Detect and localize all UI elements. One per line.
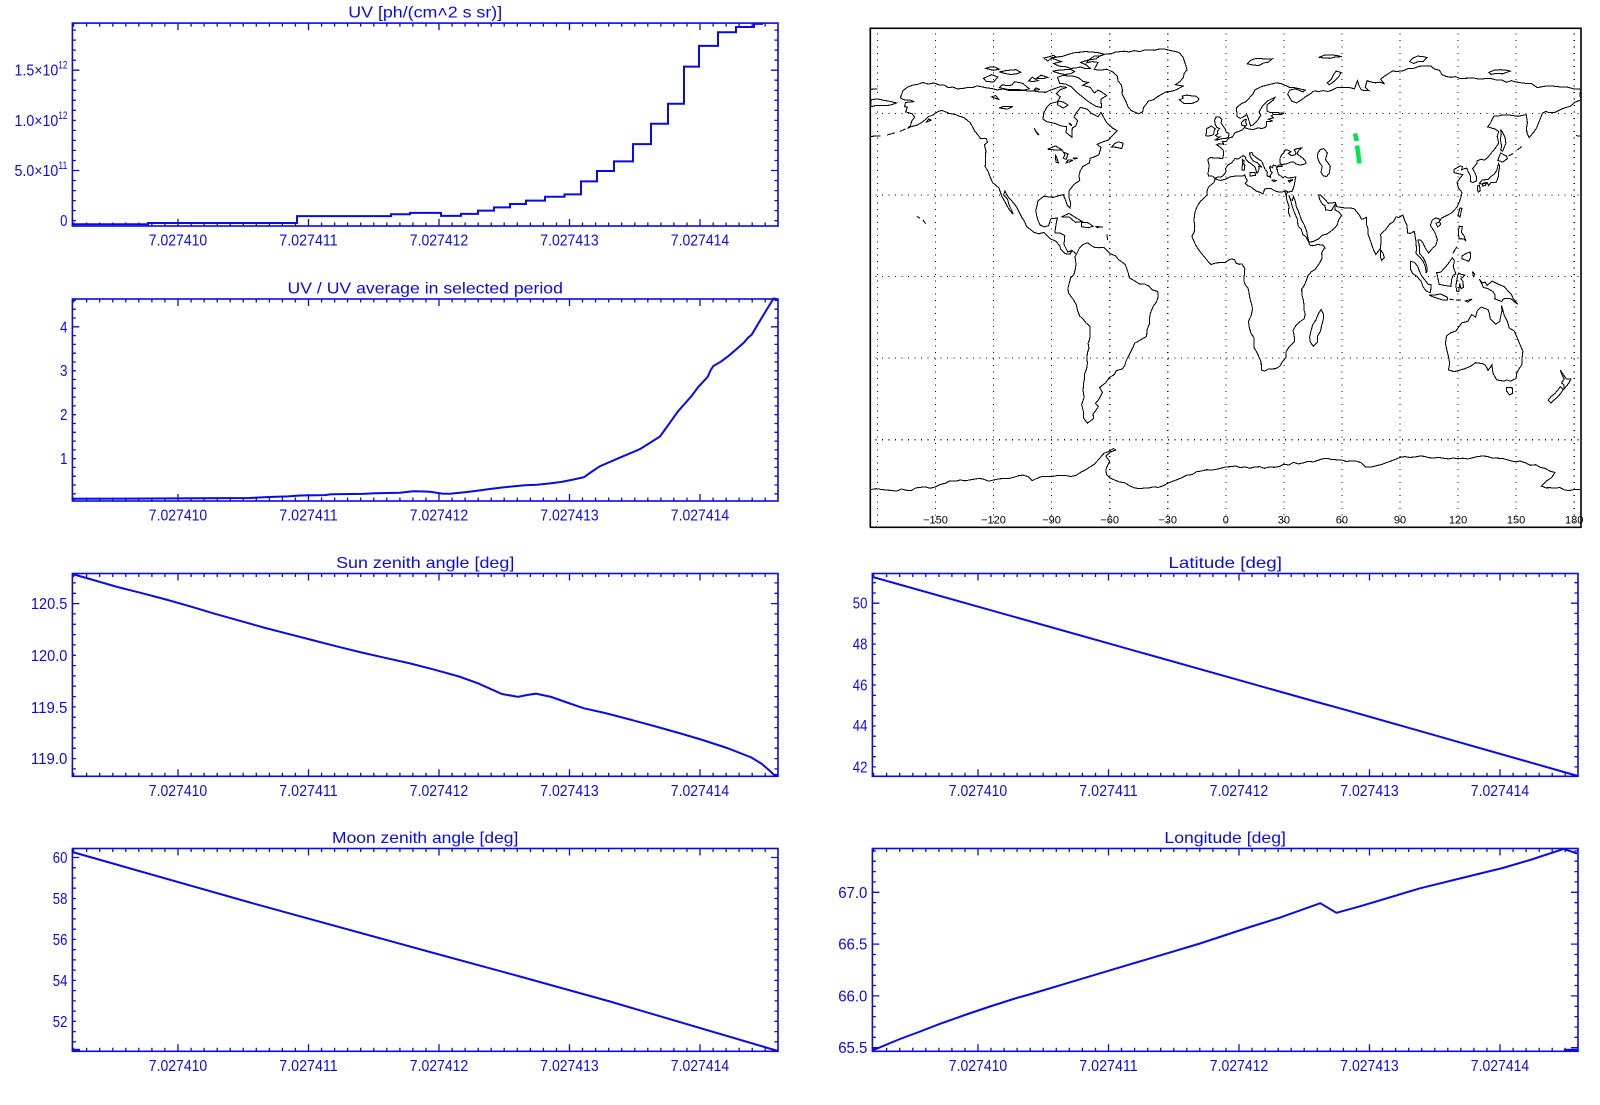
svg-text:56: 56 (53, 932, 68, 949)
svg-text:7.027410: 7.027410 (149, 1058, 207, 1075)
svg-text:2: 2 (60, 407, 67, 424)
svg-text:7.027411: 7.027411 (279, 508, 337, 525)
svg-text:7.027410: 7.027410 (149, 508, 207, 525)
svg-text:0: 0 (60, 213, 67, 230)
svg-text:7.027412: 7.027412 (410, 233, 468, 250)
svg-text:66.0: 66.0 (838, 988, 867, 1005)
svg-text:7.027411: 7.027411 (279, 233, 337, 250)
svg-text:7.027410: 7.027410 (149, 783, 207, 800)
svg-text:12: 12 (58, 110, 67, 122)
svg-text:7.027410: 7.027410 (949, 1058, 1007, 1075)
svg-text:7.027411: 7.027411 (279, 783, 337, 800)
svg-text:44: 44 (853, 718, 868, 735)
svg-text:7.027414: 7.027414 (671, 783, 729, 800)
svg-text:7.027410: 7.027410 (949, 783, 1007, 800)
svg-text:150: 150 (1507, 515, 1525, 527)
svg-text:Longitude [deg]: Longitude [deg] (1164, 830, 1286, 847)
svg-text:7.027411: 7.027411 (1079, 1058, 1137, 1075)
svg-text:120.0: 120.0 (31, 648, 68, 665)
svg-text:7.027413: 7.027413 (540, 508, 598, 525)
svg-text:180: 180 (1565, 515, 1583, 527)
svg-text:119.5: 119.5 (31, 700, 68, 717)
svg-text:58: 58 (53, 891, 68, 908)
svg-text:7.027413: 7.027413 (540, 1058, 598, 1075)
svg-text:−30: −30 (1158, 515, 1177, 527)
svg-text:Sun zenith angle [deg]: Sun zenith angle [deg] (336, 555, 514, 572)
svg-text:Latitude [deg]: Latitude [deg] (1169, 555, 1282, 572)
svg-text:54: 54 (53, 973, 68, 990)
svg-text:11: 11 (58, 160, 67, 172)
svg-text:12: 12 (58, 60, 67, 72)
svg-text:0: 0 (1223, 515, 1229, 527)
svg-text:7.027412: 7.027412 (1210, 1058, 1268, 1075)
svg-text:60: 60 (1336, 515, 1348, 527)
svg-text:7.027413: 7.027413 (1340, 783, 1398, 800)
svg-text:65.5: 65.5 (838, 1040, 867, 1057)
svg-text:60: 60 (53, 850, 68, 867)
svg-text:7.027413: 7.027413 (540, 233, 598, 250)
svg-text:67.0: 67.0 (838, 885, 867, 902)
svg-text:42: 42 (853, 759, 868, 776)
svg-text:120: 120 (1449, 515, 1467, 527)
svg-text:7.027412: 7.027412 (410, 1058, 468, 1075)
svg-text:50: 50 (853, 596, 868, 613)
svg-text:7.027412: 7.027412 (410, 508, 468, 525)
svg-text:7.027412: 7.027412 (1210, 783, 1268, 800)
svg-text:Moon zenith angle [deg]: Moon zenith angle [deg] (332, 830, 518, 847)
svg-text:1.0×10: 1.0×10 (15, 113, 59, 130)
svg-text:4: 4 (60, 319, 67, 336)
svg-text:−90: −90 (1042, 515, 1061, 527)
svg-text:7.027414: 7.027414 (1471, 1058, 1529, 1075)
svg-text:120.5: 120.5 (31, 596, 68, 613)
svg-text:7.027414: 7.027414 (1471, 783, 1529, 800)
svg-text:46: 46 (853, 678, 868, 695)
svg-text:−120: −120 (981, 515, 1006, 527)
svg-text:52: 52 (53, 1014, 68, 1031)
svg-text:UV [ph/(cm˄2 s sr)]: UV [ph/(cm˄2 s sr)] (348, 5, 502, 22)
svg-text:7.027413: 7.027413 (1340, 1058, 1398, 1075)
svg-text:7.027410: 7.027410 (149, 233, 207, 250)
svg-text:90: 90 (1394, 515, 1406, 527)
svg-text:−150: −150 (923, 515, 948, 527)
svg-text:7.027414: 7.027414 (671, 1058, 729, 1075)
svg-text:48: 48 (853, 637, 868, 654)
svg-text:7.027413: 7.027413 (540, 783, 598, 800)
svg-text:7.027414: 7.027414 (671, 508, 729, 525)
svg-text:3: 3 (60, 363, 67, 380)
svg-text:UV / UV average in selected pe: UV / UV average in selected period (288, 281, 563, 298)
svg-text:7.027414: 7.027414 (671, 233, 729, 250)
svg-text:119.0: 119.0 (31, 751, 68, 768)
svg-text:5.0×10: 5.0×10 (15, 163, 59, 180)
svg-text:−60: −60 (1100, 515, 1119, 527)
svg-text:1: 1 (60, 451, 67, 468)
svg-text:66.5: 66.5 (838, 937, 867, 954)
svg-text:7.027411: 7.027411 (1079, 783, 1137, 800)
svg-text:7.027411: 7.027411 (279, 1058, 337, 1075)
svg-text:1.5×10: 1.5×10 (15, 63, 59, 80)
svg-text:30: 30 (1278, 515, 1290, 527)
svg-text:7.027412: 7.027412 (410, 783, 468, 800)
